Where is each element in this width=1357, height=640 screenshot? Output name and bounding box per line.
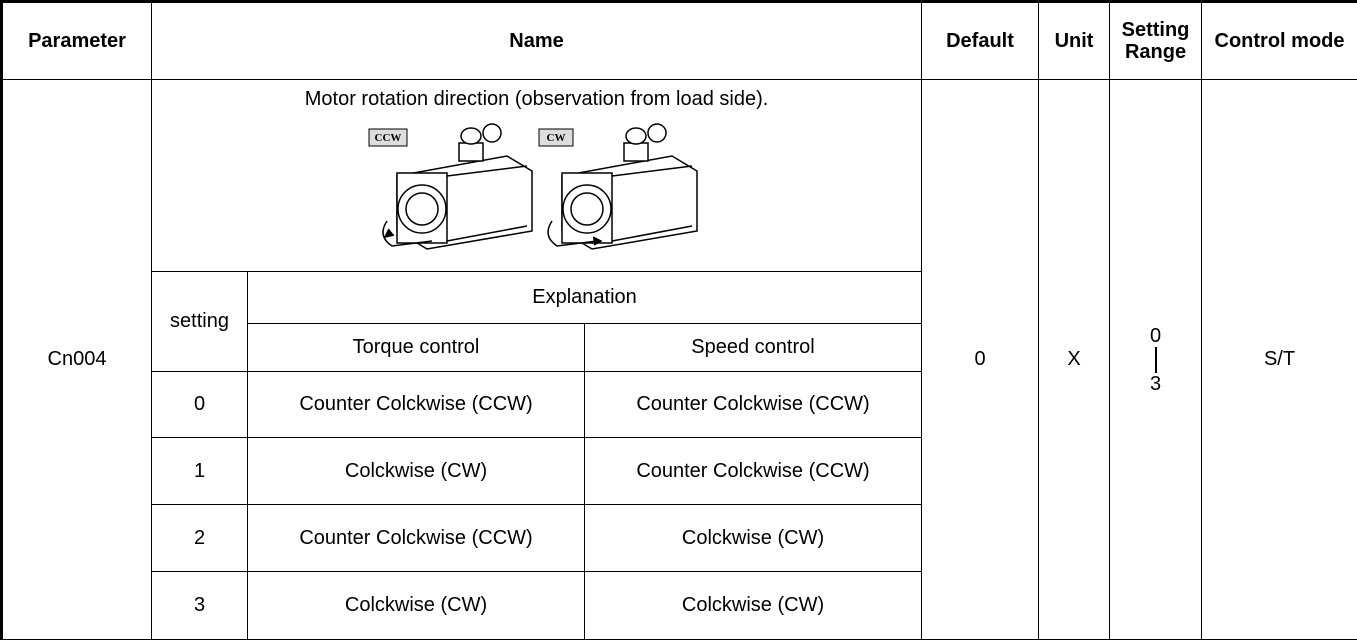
parameter-cell: Cn004 — [2, 80, 152, 640]
description: Motor rotation direction (observation fr… — [156, 88, 917, 111]
default-cell: 0 — [922, 80, 1039, 640]
setting-value: 3 — [152, 572, 248, 640]
sub-header: Speed control — [585, 324, 922, 372]
unit-cell: X — [1039, 80, 1110, 640]
range-min: 0 — [1114, 325, 1197, 347]
header-cell: Parameter — [2, 2, 152, 80]
setting-header: setting — [152, 272, 248, 372]
header-cell: Name — [152, 2, 922, 80]
explanation-header: Explanation — [248, 272, 922, 324]
setting-value: 0 — [152, 372, 248, 438]
header-cell: Control mode — [1202, 2, 1357, 80]
cell: Counter Colckwise (CCW) — [248, 505, 585, 572]
cell: Colckwise (CW) — [585, 572, 922, 640]
cell: Counter Colckwise (CCW) — [585, 372, 922, 438]
description-cell: Motor rotation direction (observation fr… — [152, 80, 922, 272]
motor-figure: CCW CW — [367, 121, 707, 256]
sub-header: Torque control — [248, 324, 585, 372]
cell: Colckwise (CW) — [248, 438, 585, 505]
range-max: 3 — [1114, 373, 1197, 395]
setting-value: 1 — [152, 438, 248, 505]
cell: Colckwise (CW) — [585, 505, 922, 572]
cell: Colckwise (CW) — [248, 572, 585, 640]
setting-value: 2 — [152, 505, 248, 572]
control-mode-cell: S/T — [1202, 80, 1357, 640]
header-cell: Unit — [1039, 2, 1110, 80]
header-row: Parameter Name Default Unit Setting Rang… — [2, 2, 1357, 80]
figure-label: CCW — [374, 132, 401, 144]
cell: Counter Colckwise (CCW) — [248, 372, 585, 438]
range-separator — [1155, 347, 1157, 373]
range-cell: 0 3 — [1110, 80, 1202, 640]
header-cell: Default — [922, 2, 1039, 80]
header-cell: Setting Range — [1110, 2, 1202, 80]
figure-label: CW — [546, 132, 565, 144]
cell: Counter Colckwise (CCW) — [585, 438, 922, 505]
